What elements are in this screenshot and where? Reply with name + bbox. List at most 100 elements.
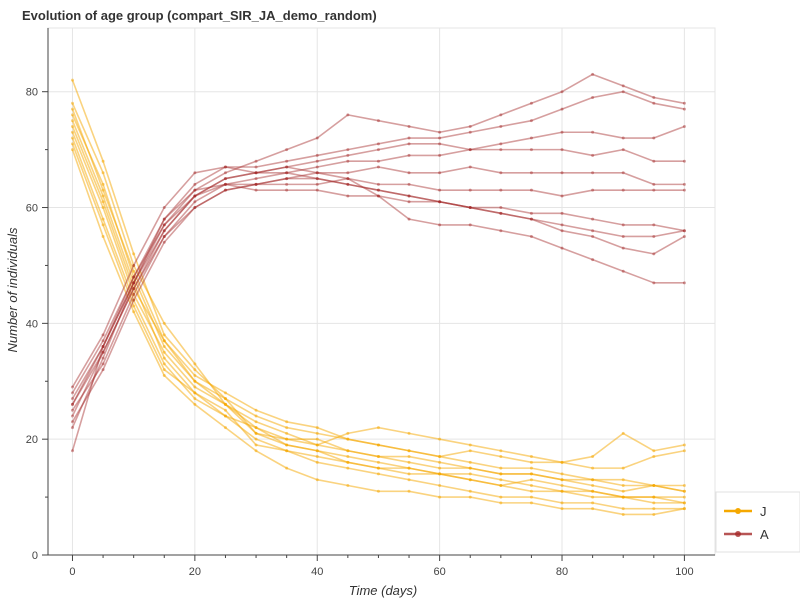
data-point (346, 153, 350, 157)
data-point (438, 466, 442, 470)
data-point (499, 229, 503, 233)
data-point (376, 455, 380, 459)
data-point (132, 310, 136, 314)
data-point (376, 194, 380, 198)
data-point (407, 136, 411, 140)
series-line-A (71, 177, 685, 423)
data-point (132, 263, 136, 267)
data-point (101, 223, 105, 227)
data-point (529, 466, 533, 470)
data-point (315, 431, 319, 435)
data-point (223, 391, 227, 395)
data-point (438, 200, 442, 204)
data-point (499, 171, 503, 175)
data-point (438, 460, 442, 464)
data-point (376, 472, 380, 476)
data-point (70, 101, 74, 105)
data-point (499, 484, 503, 488)
data-point (529, 211, 533, 215)
data-point (162, 223, 166, 227)
data-point (652, 512, 656, 516)
data-point (376, 159, 380, 163)
data-point (162, 206, 166, 210)
data-point (621, 234, 625, 238)
series-group-A (70, 72, 686, 453)
data-point (70, 148, 74, 152)
data-point (682, 495, 686, 499)
axes (47, 28, 715, 556)
data-point (193, 171, 197, 175)
data-point (468, 449, 472, 453)
data-point (407, 182, 411, 186)
data-point (223, 165, 227, 169)
data-point (315, 136, 319, 140)
data-point (346, 194, 350, 198)
data-point (621, 495, 625, 499)
data-point (682, 507, 686, 511)
series-lines (70, 72, 686, 516)
data-point (254, 420, 258, 424)
data-point (682, 443, 686, 447)
data-point (162, 345, 166, 349)
data-point (499, 501, 503, 505)
data-point (346, 455, 350, 459)
data-point (407, 431, 411, 435)
data-point (438, 223, 442, 227)
data-point (407, 478, 411, 482)
data-point (682, 159, 686, 163)
data-point (682, 101, 686, 105)
data-point (101, 350, 105, 354)
data-point (315, 478, 319, 482)
data-point (193, 194, 197, 198)
data-point (591, 489, 595, 493)
data-point (621, 489, 625, 493)
data-point (132, 281, 136, 285)
y-tick-label: 80 (26, 87, 38, 99)
data-point (101, 345, 105, 349)
data-point (652, 182, 656, 186)
data-point (315, 177, 319, 181)
data-point (438, 455, 442, 459)
data-point (70, 142, 74, 146)
data-point (560, 484, 564, 488)
data-point (468, 495, 472, 499)
data-point (560, 501, 564, 505)
data-point (254, 182, 258, 186)
data-point (132, 292, 136, 296)
data-point (682, 489, 686, 493)
data-point (223, 414, 227, 418)
data-point (407, 466, 411, 470)
data-point (621, 269, 625, 273)
data-point (621, 90, 625, 94)
data-point (621, 478, 625, 482)
data-point (376, 443, 380, 447)
data-point (652, 95, 656, 99)
data-point (591, 258, 595, 262)
data-point (591, 507, 595, 511)
data-point (682, 124, 686, 128)
data-point (652, 234, 656, 238)
data-point (621, 148, 625, 152)
data-point (315, 449, 319, 453)
series-line-A (71, 90, 685, 428)
data-point (132, 287, 136, 291)
data-point (101, 182, 105, 186)
data-point (376, 426, 380, 430)
y-tick-label: 40 (26, 318, 38, 330)
data-point (254, 171, 258, 175)
data-point (315, 177, 319, 181)
data-point (223, 402, 227, 406)
data-point (468, 478, 472, 482)
data-point (468, 206, 472, 210)
data-point (132, 263, 136, 267)
data-point (499, 211, 503, 215)
data-point (315, 165, 319, 169)
data-point (560, 229, 564, 233)
data-point (193, 368, 197, 372)
data-point (468, 148, 472, 152)
data-point (560, 194, 564, 198)
data-point (468, 223, 472, 227)
data-point (315, 443, 319, 447)
data-point (70, 449, 74, 453)
data-point (591, 501, 595, 505)
